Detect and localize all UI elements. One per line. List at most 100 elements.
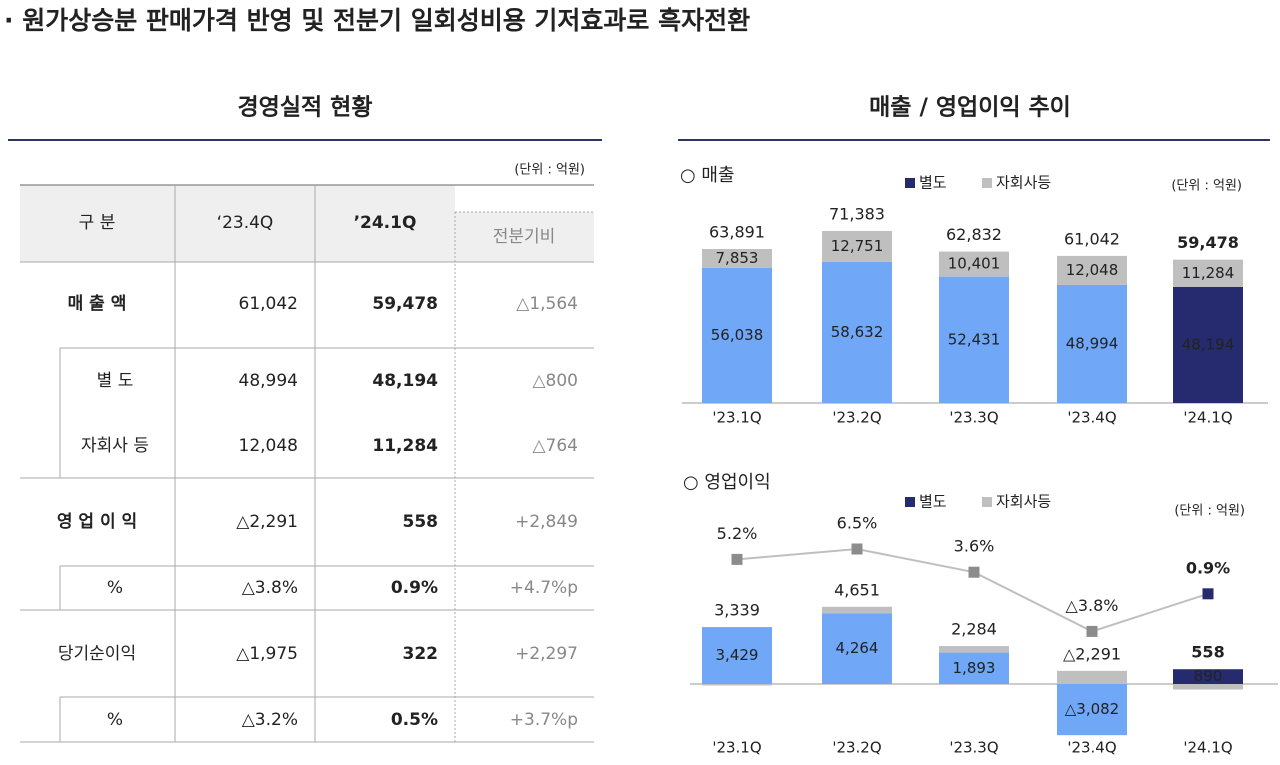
data-label: 890	[1194, 667, 1223, 685]
cell: 12,048	[239, 436, 298, 456]
cell: +3.7%p	[510, 710, 578, 730]
marker	[1202, 588, 1214, 600]
cell: 0.5%	[391, 710, 438, 730]
cell: 61,042	[239, 294, 298, 314]
cell: 48,194	[372, 371, 438, 391]
x-tick-label: '23.4Q	[1067, 739, 1116, 757]
legend-label: 별도	[919, 174, 947, 192]
data-label: 12,048	[1066, 261, 1119, 279]
line-label: 0.9%	[1186, 558, 1230, 577]
x-tick-label: '23.4Q	[1067, 409, 1116, 427]
chart-subtitle: ○ 영업이익	[683, 472, 771, 493]
row-label: 매 출 액	[68, 294, 127, 314]
data-label: 52,431	[948, 330, 1001, 348]
cell: +2,297	[515, 644, 578, 664]
x-tick-label: '23.2Q	[832, 739, 881, 757]
bar	[1057, 284, 1127, 403]
total-label: 59,478	[1177, 233, 1239, 252]
bar	[939, 251, 1009, 277]
x-tick-label: '23.3Q	[949, 409, 998, 427]
legend-label: 자회사등	[996, 174, 1051, 192]
header-bg	[455, 212, 594, 262]
cell: +4.7%p	[510, 578, 578, 598]
data-label: 10,401	[948, 255, 1001, 273]
bar	[822, 606, 892, 614]
x-tick-label: '23.1Q	[712, 409, 761, 427]
x-tick-label: '23.2Q	[832, 409, 881, 427]
cell: △800	[532, 371, 578, 391]
cell: 59,478	[372, 294, 438, 314]
row-label: %	[107, 710, 123, 730]
cell: 48,994	[239, 371, 298, 391]
bar	[1173, 684, 1243, 690]
total-label: 2,284	[951, 620, 997, 639]
chart-unit: (단위 : 억원)	[1171, 179, 1242, 194]
data-label: 3,429	[716, 646, 759, 664]
total-label: △2,291	[1063, 644, 1121, 663]
cell: 11,284	[372, 436, 438, 456]
data-label: 48,994	[1066, 334, 1119, 352]
x-tick-label: '23.1Q	[712, 739, 761, 757]
header-cell: 전분기비	[493, 227, 556, 247]
cell: △1,564	[516, 294, 578, 314]
bar	[1173, 669, 1243, 684]
header-bg	[20, 185, 455, 262]
bar	[1057, 670, 1127, 684]
legend-swatch	[982, 178, 992, 188]
line-label: 5.2%	[717, 524, 758, 543]
cell: 558	[403, 512, 439, 532]
legend-label: 자회사등	[996, 493, 1051, 511]
total-label: 4,651	[834, 580, 880, 599]
data-label: 4,264	[836, 639, 879, 657]
table-title: 경영실적 현황	[238, 95, 373, 121]
cell: △764	[532, 436, 578, 456]
total-label: 62,832	[946, 225, 1002, 244]
table-grid	[20, 184, 594, 743]
row-label: 자회사 등	[81, 436, 149, 456]
chart-subtitle: ○ 매출	[680, 165, 735, 186]
legend-swatch	[905, 178, 915, 188]
header-cell: 구 분	[79, 213, 116, 233]
bar	[702, 267, 772, 403]
total-label: 71,383	[829, 204, 885, 223]
bar	[939, 652, 1009, 684]
bar	[822, 613, 892, 684]
total-label: 3,339	[714, 601, 760, 620]
data-label: 12,751	[831, 237, 884, 255]
legend-swatch	[905, 497, 915, 507]
marker	[851, 543, 863, 555]
x-tick-label: '23.3Q	[949, 739, 998, 757]
legend-label: 별도	[919, 493, 947, 511]
bar	[1173, 286, 1243, 403]
header-cell: ‘23.4Q	[217, 213, 274, 233]
bar	[702, 684, 772, 686]
total-label: 63,891	[709, 223, 765, 242]
bar	[939, 276, 1009, 403]
row-label: 별 도	[97, 371, 134, 391]
bar	[1057, 684, 1127, 736]
data-label: 1,893	[953, 659, 996, 677]
bar	[822, 261, 892, 403]
line-label: △3.8%	[1066, 596, 1119, 615]
x-tick-label: '24.1Q	[1183, 739, 1232, 757]
cell: +2,849	[515, 512, 578, 532]
total-label: 558	[1191, 643, 1224, 662]
slide-title: · 원가상승분 판매가격 반영 및 전분기 일회성비용 기저효과로 흑자전환	[4, 6, 750, 35]
cell: 322	[403, 644, 439, 664]
bar	[1057, 255, 1127, 285]
data-label: 7,853	[716, 249, 759, 267]
bar	[1173, 259, 1243, 287]
data-label: 48,194	[1182, 335, 1235, 353]
row-label: 영 업 이 익	[57, 512, 137, 532]
data-label: 56,038	[711, 326, 764, 344]
marker	[731, 553, 743, 565]
bar	[702, 249, 772, 268]
bar	[939, 646, 1009, 653]
row-label: %	[107, 578, 123, 598]
cell: △3.2%	[242, 710, 298, 730]
chart-unit: (단위 : 억원)	[1174, 504, 1245, 519]
marker	[1086, 625, 1098, 637]
bar	[702, 627, 772, 684]
row-label: 당기순이익	[58, 644, 136, 664]
